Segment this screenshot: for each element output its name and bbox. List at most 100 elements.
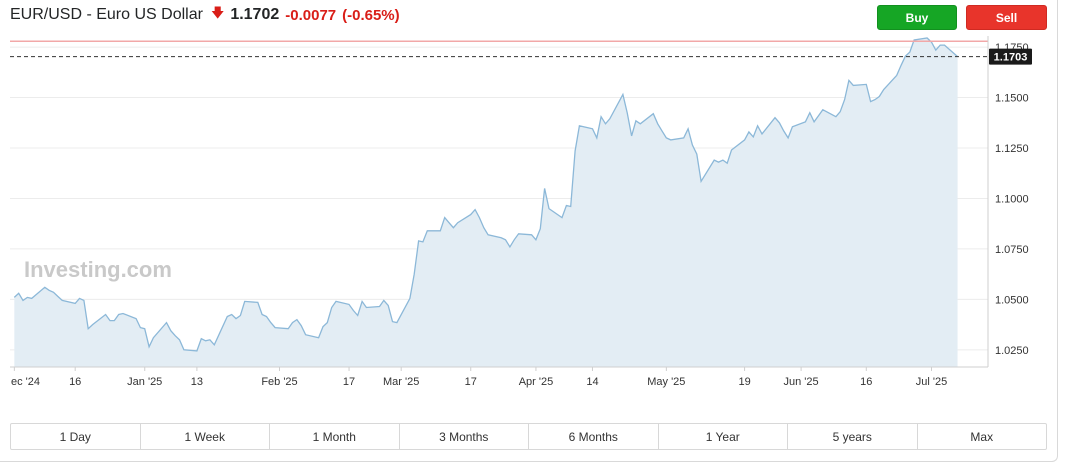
- data-point: [27, 297, 28, 298]
- data-point: [62, 300, 63, 301]
- data-point: [901, 65, 902, 66]
- data-point: [266, 316, 267, 317]
- current-price-label: 1.1703: [994, 52, 1028, 64]
- x-tick-label: ec '24: [11, 376, 40, 388]
- data-point: [540, 228, 541, 229]
- data-point: [744, 139, 745, 140]
- data-point: [475, 209, 476, 210]
- data-point: [609, 118, 610, 119]
- current-price-marker: 1.1703: [10, 48, 1032, 65]
- data-point: [270, 322, 271, 323]
- data-point: [840, 111, 841, 112]
- data-point: [657, 123, 658, 124]
- data-point: [383, 300, 384, 301]
- period-3-months[interactable]: 3 Months: [400, 424, 529, 449]
- y-tick-label: 1.0750: [995, 244, 1029, 256]
- period-1-month[interactable]: 1 Month: [270, 424, 400, 449]
- data-point: [348, 304, 349, 305]
- data-point: [661, 130, 662, 131]
- data-point: [505, 239, 506, 240]
- data-point: [640, 123, 641, 124]
- data-point: [440, 230, 441, 231]
- data-point: [318, 337, 319, 338]
- data-point: [18, 293, 19, 294]
- arrow-down-icon: 🡇: [210, 5, 225, 20]
- data-point: [183, 349, 184, 350]
- series-line: [13, 37, 959, 352]
- data-point: [592, 128, 593, 129]
- data-point: [944, 45, 945, 46]
- data-point: [235, 318, 236, 319]
- data-point: [683, 137, 684, 138]
- period-1-day[interactable]: 1 Day: [11, 424, 141, 449]
- last-price: 1.1702: [230, 6, 280, 23]
- data-point: [57, 296, 58, 297]
- sell-button[interactable]: Sell: [966, 5, 1047, 30]
- data-point: [448, 222, 449, 223]
- x-tick-label: 17: [465, 376, 477, 388]
- data-point: [483, 227, 484, 228]
- period-1-year[interactable]: 1 Year: [659, 424, 788, 449]
- data-point: [170, 330, 171, 331]
- data-point: [666, 137, 667, 138]
- data-point: [214, 344, 215, 345]
- x-tick-label: 16: [860, 376, 872, 388]
- data-point: [209, 339, 210, 340]
- data-point: [548, 208, 549, 209]
- data-point: [870, 101, 871, 102]
- data-point: [227, 316, 228, 317]
- data-point: [853, 85, 854, 86]
- data-point: [518, 233, 519, 234]
- data-point: [788, 137, 789, 138]
- data-point: [292, 322, 293, 323]
- data-point: [718, 162, 719, 163]
- data-point: [670, 139, 671, 140]
- data-point: [779, 122, 780, 123]
- data-point: [896, 75, 897, 76]
- data-point: [531, 234, 532, 235]
- data-point: [379, 306, 380, 307]
- data-point: [722, 160, 723, 161]
- data-point: [753, 136, 754, 137]
- data-point: [357, 315, 358, 316]
- data-point: [49, 290, 50, 291]
- data-point: [88, 328, 89, 329]
- buy-button[interactable]: Buy: [877, 5, 957, 30]
- data-point: [92, 324, 93, 325]
- area-layer: [13, 37, 959, 367]
- data-point: [83, 300, 84, 301]
- data-point: [579, 125, 580, 126]
- data-point: [322, 326, 323, 327]
- data-point: [561, 217, 562, 218]
- data-point: [53, 292, 54, 293]
- data-point: [627, 112, 628, 113]
- data-point: [761, 133, 762, 134]
- data-point: [714, 160, 715, 161]
- x-tick-label: Jan '25: [127, 376, 162, 388]
- data-point: [301, 325, 302, 326]
- data-point: [262, 314, 263, 315]
- period-1-week[interactable]: 1 Week: [141, 424, 270, 449]
- data-point: [575, 150, 576, 151]
- period-5-years[interactable]: 5 years: [788, 424, 918, 449]
- x-tick-label: 17: [343, 376, 355, 388]
- x-tick-label: Jun '25: [784, 376, 819, 388]
- period-selector: 1 Day 1 Week 1 Month 3 Months 6 Months 1…: [10, 423, 1047, 450]
- data-point: [814, 121, 815, 122]
- data-point: [727, 163, 728, 164]
- data-point: [275, 327, 276, 328]
- data-point: [696, 154, 697, 155]
- period-max[interactable]: Max: [970, 429, 994, 444]
- data-point: [748, 131, 749, 132]
- period-6-months[interactable]: 6 Months: [529, 424, 659, 449]
- data-point: [444, 217, 445, 218]
- data-point: [153, 337, 154, 338]
- x-tick-label: 16: [69, 376, 81, 388]
- price-chart[interactable]: Investing.com 1.17501.15001.12501.10001.…: [0, 36, 1058, 392]
- x-tick-label: 14: [586, 376, 598, 388]
- data-point: [818, 115, 819, 116]
- data-point: [231, 314, 232, 315]
- instrument-title: EUR/USD - Euro US Dollar: [10, 6, 203, 23]
- data-point: [118, 314, 119, 315]
- data-point: [631, 135, 632, 136]
